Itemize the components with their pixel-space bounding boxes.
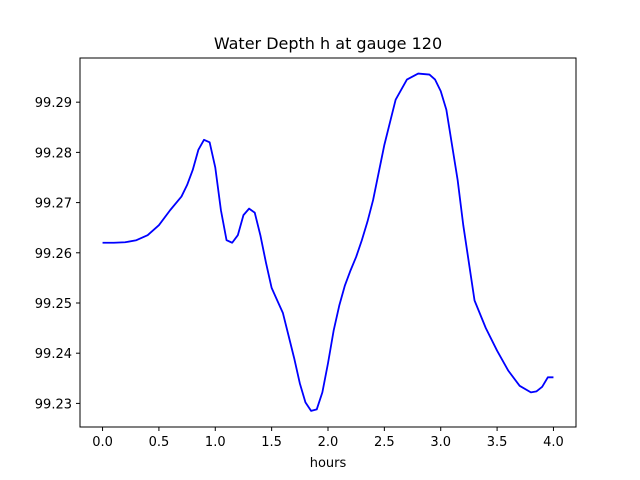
- x-axis: 0.0 0.5 1.0 1.5 2.0 2.5 3.0 3.5 4.0: [92, 427, 564, 450]
- x-tick-label: 1.0: [205, 435, 226, 450]
- y-axis: 99.23 99.24 99.25 99.26 99.27 99.28 99.29: [35, 96, 80, 412]
- x-axis-label: hours: [310, 456, 347, 471]
- x-tick-label: 3.0: [430, 435, 451, 450]
- y-tick-label: 99.27: [35, 197, 72, 212]
- y-tick-label: 99.26: [35, 247, 72, 262]
- x-tick-label: 2.5: [374, 435, 395, 450]
- chart-title: Water Depth h at gauge 120: [214, 34, 442, 53]
- y-tick-label: 99.25: [35, 297, 72, 312]
- x-tick-label: 3.5: [487, 435, 508, 450]
- x-tick-label: 0.0: [92, 435, 113, 450]
- y-tick-label: 99.23: [35, 397, 72, 412]
- plot-area: [102, 72, 554, 412]
- x-tick-label: 1.5: [261, 435, 282, 450]
- y-tick-label: 99.28: [35, 146, 72, 161]
- y-tick-label: 99.24: [35, 347, 72, 362]
- y-tick-label: 99.29: [35, 96, 72, 111]
- x-tick-label: 2.0: [318, 435, 339, 450]
- x-tick-label: 4.0: [543, 435, 564, 450]
- x-tick-label: 0.5: [149, 435, 170, 450]
- series-line-0: [102, 72, 554, 412]
